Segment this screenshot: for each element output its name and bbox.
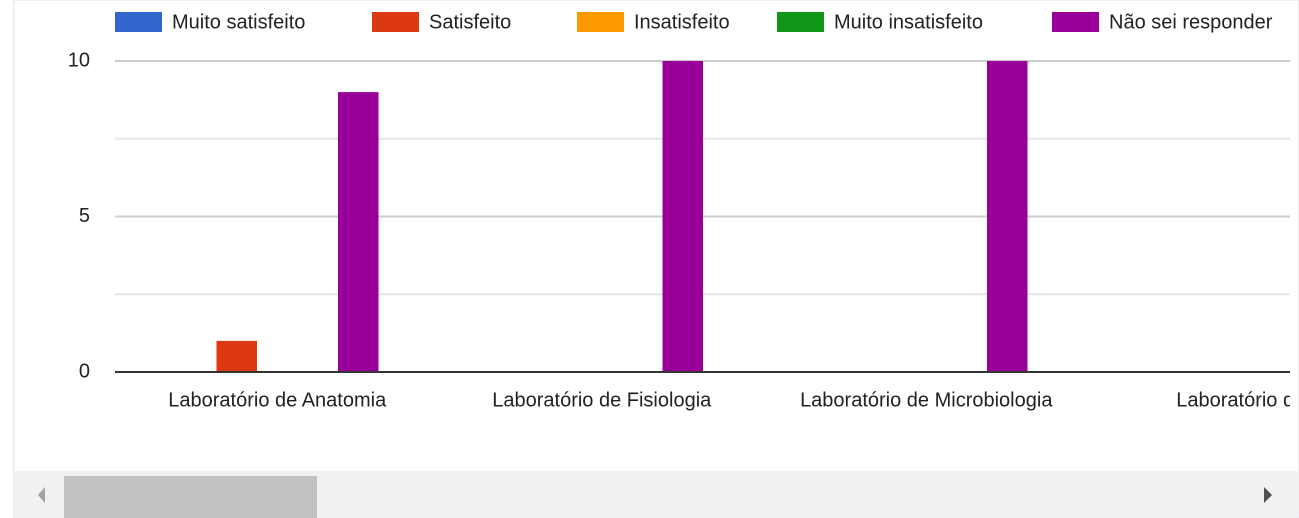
card (13, 0, 1299, 518)
legend-label: Insatisfeito (634, 11, 730, 33)
scrollbar-thumb[interactable] (64, 476, 317, 518)
legend-swatch (577, 12, 624, 32)
legend-swatch (777, 12, 824, 32)
legend-swatch (1052, 12, 1099, 32)
legend-label: Muito insatisfeito (834, 11, 983, 33)
legend-label: Satisfeito (429, 11, 511, 33)
x-tick-label: Laboratório de Microbiologia (800, 389, 1053, 411)
bar (216, 340, 257, 372)
legend-swatch (372, 12, 419, 32)
bar (662, 61, 703, 372)
y-tick-label: 10 (68, 49, 90, 71)
x-tick-label: Laboratório de Fisiologia (492, 389, 712, 411)
scroll-right-arrow[interactable] (1264, 487, 1272, 503)
legend-swatch (115, 12, 162, 32)
x-tick-label: Laboratório de Anatomia (168, 389, 387, 411)
y-tick-label: 0 (79, 360, 90, 382)
bar (987, 61, 1028, 372)
y-tick-label: 5 (79, 205, 90, 227)
x-tick-label: Laboratório de H (1176, 389, 1299, 411)
legend-label: Não sei responder (1109, 11, 1273, 33)
scroll-left-arrow[interactable] (38, 487, 45, 503)
bar (338, 92, 379, 372)
legend-label: Muito satisfeito (172, 11, 305, 33)
plot: 0 5 10 Muito satisfeito Satisfeito Insatisfei… (68, 11, 1299, 411)
